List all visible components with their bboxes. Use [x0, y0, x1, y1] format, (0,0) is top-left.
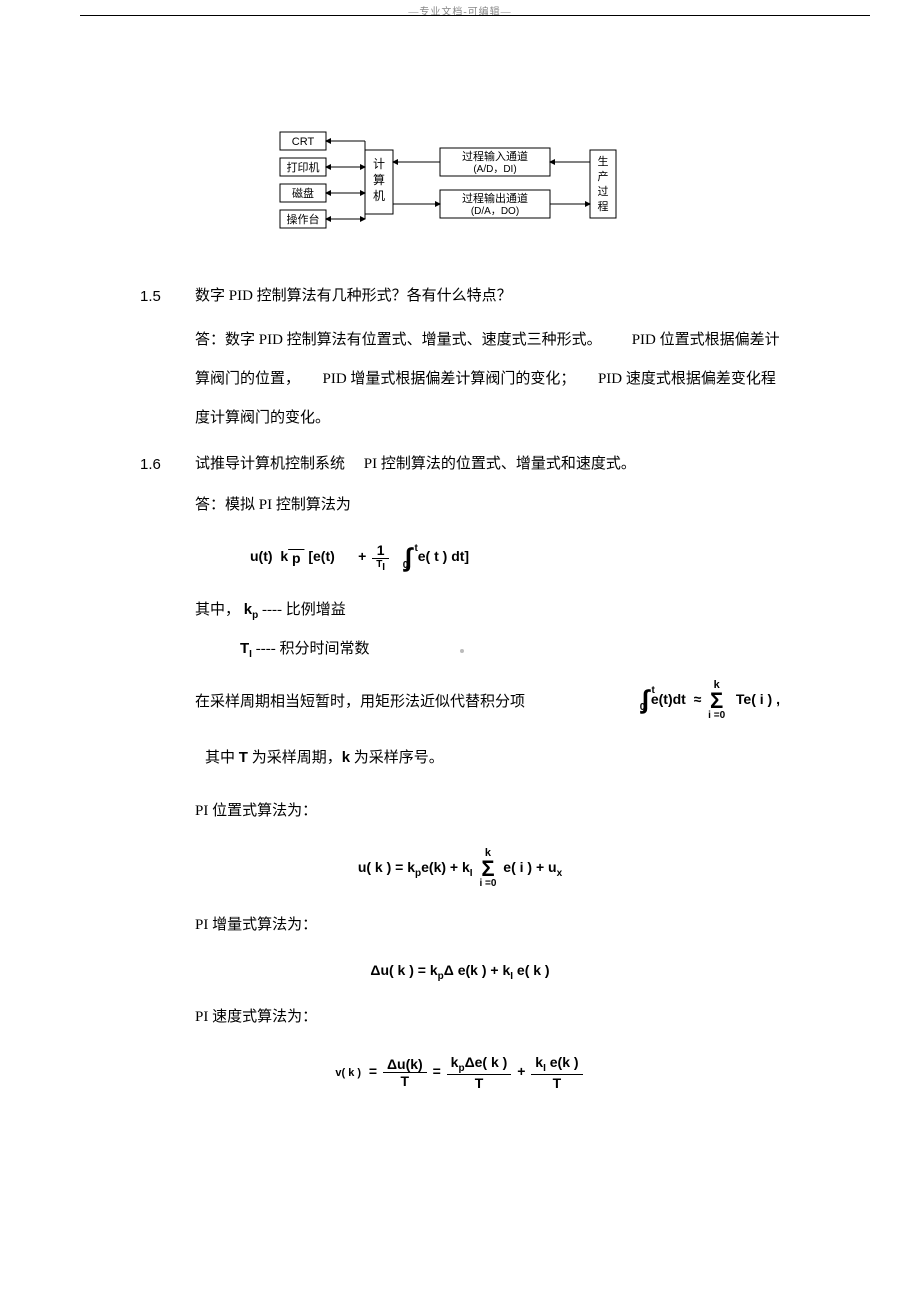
q15-answer: 答：数字 PID 控制算法有位置式、增量式、速度式三种形式。 PID 位置式根据…	[195, 321, 780, 438]
diag-computer-3: 机	[373, 189, 385, 203]
note-t-k: 其中 T 为采样周期，k 为采样序号。	[205, 741, 780, 775]
pi-position-label: PI 位置式算法为：	[195, 795, 780, 828]
diag-chin-2: (A/D，DI)	[473, 164, 516, 175]
q15-number: 1.5	[140, 280, 195, 313]
diagram-svg: CRT 打印机 磁盘 操作台 计 算 机 过程输入通道 (A/D，DI) 过程输…	[270, 130, 650, 250]
diag-chout-2: (D/A，DO)	[471, 206, 519, 217]
q16-question: 试推导计算机控制系统 PI 控制算法的位置式、增量式和速度式。	[195, 448, 780, 481]
ti-sym: T	[240, 640, 249, 657]
where-label: 其中，	[195, 602, 240, 618]
diag-printer: 打印机	[287, 160, 320, 174]
pi-velocity-label: PI 速度式算法为：	[195, 1001, 780, 1034]
sample-approx-row: 在采样周期相当短暂时，用矩形法近似代替积分项 t∫0e(t)dt ≈ kΣi =…	[195, 680, 780, 721]
question-1-5: 1.5 数字 PID 控制算法有几种形式？各有什么特点？	[140, 280, 780, 313]
pi-increment-label: PI 增量式算法为：	[195, 909, 780, 942]
q16-answer-label: 答：模拟 PI 控制算法为	[195, 489, 780, 522]
kp-sub: p	[252, 610, 258, 621]
system-diagram: CRT 打印机 磁盘 操作台 计 算 机 过程输入通道 (A/D，DI) 过程输…	[140, 130, 780, 250]
formula-analog-pi: u(t) k p [e(t) + 1TI t∫0 e( t ) dt]	[250, 542, 780, 573]
sample-text: 在采样周期相当短暂时，用矩形法近似代替积分项	[195, 690, 525, 711]
diag-prod-1: 生	[598, 154, 609, 168]
formula-pi-position: u( k ) = kpe(k) + kI kΣi =0 e( i ) + ux	[140, 848, 780, 889]
formula-pi-increment: Δu( k ) = kpΔ e(k ) + kI e( k )	[140, 962, 780, 982]
q16-number: 1.6	[140, 448, 195, 481]
kp-sep: ----	[262, 602, 286, 618]
page-content: CRT 打印机 磁盘 操作台 计 算 机 过程输入通道 (A/D，DI) 过程输…	[140, 130, 780, 1111]
diag-prod-3: 过	[598, 185, 609, 198]
diag-computer-2: 算	[373, 172, 385, 187]
ti-sep: ----	[256, 641, 280, 657]
ti-sub: I	[249, 649, 252, 660]
kp-sym: k	[244, 601, 252, 618]
where-line-ti: TI ---- 积分时间常数	[240, 637, 780, 660]
q16-q-p1: 试推导计算机控制系统	[195, 456, 345, 472]
diag-disk: 磁盘	[292, 186, 314, 200]
diag-crt: CRT	[292, 136, 315, 148]
q15-ans-mid2: PID 增量式根据偏差计算阀门的变化；	[323, 371, 576, 387]
kp-desc: 比例增益	[286, 602, 346, 618]
formula-pi-velocity: v( k ) = Δu(k)T = kpΔe( k )T + kI e(k )T	[140, 1054, 780, 1091]
q15-question: 数字 PID 控制算法有几种形式？各有什么特点？	[195, 280, 780, 313]
q16-q-p2: PI 控制算法的位置式、增量式和速度式。	[364, 456, 636, 472]
question-1-6: 1.6 试推导计算机控制系统 PI 控制算法的位置式、增量式和速度式。	[140, 448, 780, 481]
ti-desc: 积分时间常数	[279, 641, 369, 657]
top-rule	[80, 15, 870, 16]
diag-prod-2: 产	[598, 169, 609, 183]
diag-chin-1: 过程输入通道	[462, 149, 528, 163]
integral-approx-formula: t∫0e(t)dt ≈ kΣi =0 Te( i ) ,	[640, 680, 780, 721]
diag-computer-1: 计	[373, 157, 385, 171]
diag-chout-1: 过程输出通道	[462, 191, 528, 205]
where-line-kp: 其中， kp ---- 比例增益	[195, 593, 780, 627]
diag-prod-4: 程	[598, 200, 609, 213]
q15-ans-prefix: 答：数字 PID 控制算法有位置式、增量式、速度式三种形式。	[195, 332, 602, 348]
diag-console: 操作台	[287, 212, 320, 226]
